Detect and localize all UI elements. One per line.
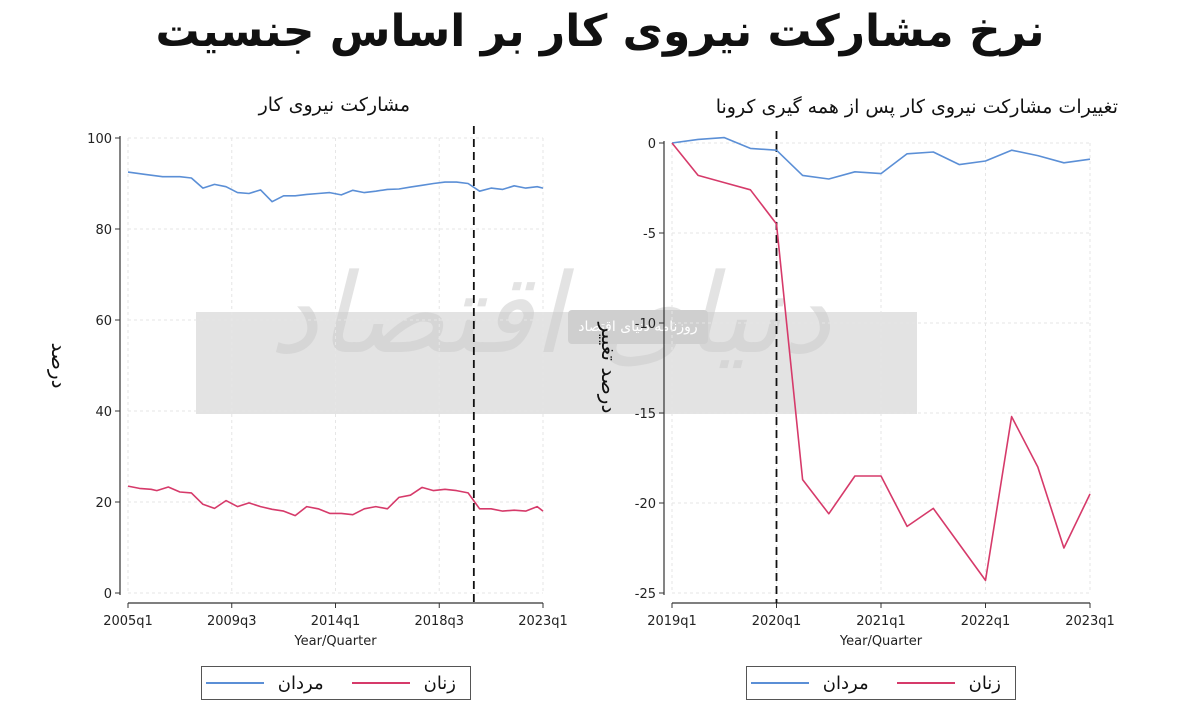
legend-label-men: مردان xyxy=(277,672,324,694)
series-line-men xyxy=(671,136,1091,180)
y-tick-label: -20 xyxy=(635,497,656,512)
left-legend: زنان مردان xyxy=(201,666,471,700)
watermark-band xyxy=(196,312,917,414)
x-axis-title: Year/Quarter xyxy=(839,634,923,649)
x-tick-label: 2018q3 xyxy=(414,614,464,629)
y-tick-label: 60 xyxy=(95,314,112,329)
y-tick-label: 80 xyxy=(95,223,112,238)
legend-label-women: زنان xyxy=(968,672,1001,694)
y-axis-title: درصد xyxy=(47,342,71,388)
y-tick-label: -25 xyxy=(635,587,656,602)
x-tick-label: 2020q1 xyxy=(752,614,802,629)
left-chart-title: مشارکت نیروی کار xyxy=(258,94,410,116)
legend-item-men: مردان xyxy=(750,672,869,694)
y-axis-title: درصد تغییر xyxy=(597,322,621,414)
watermark-logo: دنیای اقتصاد xyxy=(269,250,831,378)
right-chart-title: تغییرات مشارکت نیروی کار پس از همه گیری … xyxy=(715,96,1118,118)
y-tick-label: 100 xyxy=(87,132,112,147)
y-tick-label: 0 xyxy=(104,587,112,602)
legend-label-men: مردان xyxy=(822,672,869,694)
right-legend: زنان مردان xyxy=(746,666,1016,700)
series-line-men xyxy=(127,171,544,203)
legend-swatch-women xyxy=(351,682,410,684)
x-tick-label: 2009q3 xyxy=(207,614,257,629)
legend-label-women: زنان xyxy=(423,672,456,694)
main-title: نرخ مشارکت نیروی کار بر اساس جنسیت xyxy=(155,6,1045,57)
x-tick-label: 2021q1 xyxy=(856,614,906,629)
legend-swatch-men xyxy=(205,682,264,684)
y-tick-label: 20 xyxy=(95,496,112,511)
x-tick-label: 2022q1 xyxy=(961,614,1011,629)
y-tick-label: -15 xyxy=(635,407,656,422)
series-line-women xyxy=(127,485,544,517)
legend-swatch-men xyxy=(750,682,809,684)
x-axis-title: Year/Quarter xyxy=(293,634,377,649)
legend-swatch-women xyxy=(896,682,955,684)
legend-item-women: زنان xyxy=(896,672,1001,694)
x-tick-label: 2005q1 xyxy=(103,614,153,629)
series-line-women xyxy=(671,142,1091,582)
y-tick-label: 0 xyxy=(648,137,656,152)
x-tick-label: 2019q1 xyxy=(647,614,697,629)
y-tick-label: -10 xyxy=(635,317,656,332)
y-tick-label: -5 xyxy=(643,227,656,242)
watermark-badge: روزنامه دنیای اقتصاد xyxy=(568,310,708,344)
x-tick-label: 2014q1 xyxy=(311,614,361,629)
x-tick-label: 2023q1 xyxy=(1065,614,1115,629)
legend-item-women: زنان xyxy=(351,672,456,694)
x-tick-label: 2023q1 xyxy=(518,614,568,629)
legend-item-men: مردان xyxy=(205,672,324,694)
y-tick-label: 40 xyxy=(95,405,112,420)
